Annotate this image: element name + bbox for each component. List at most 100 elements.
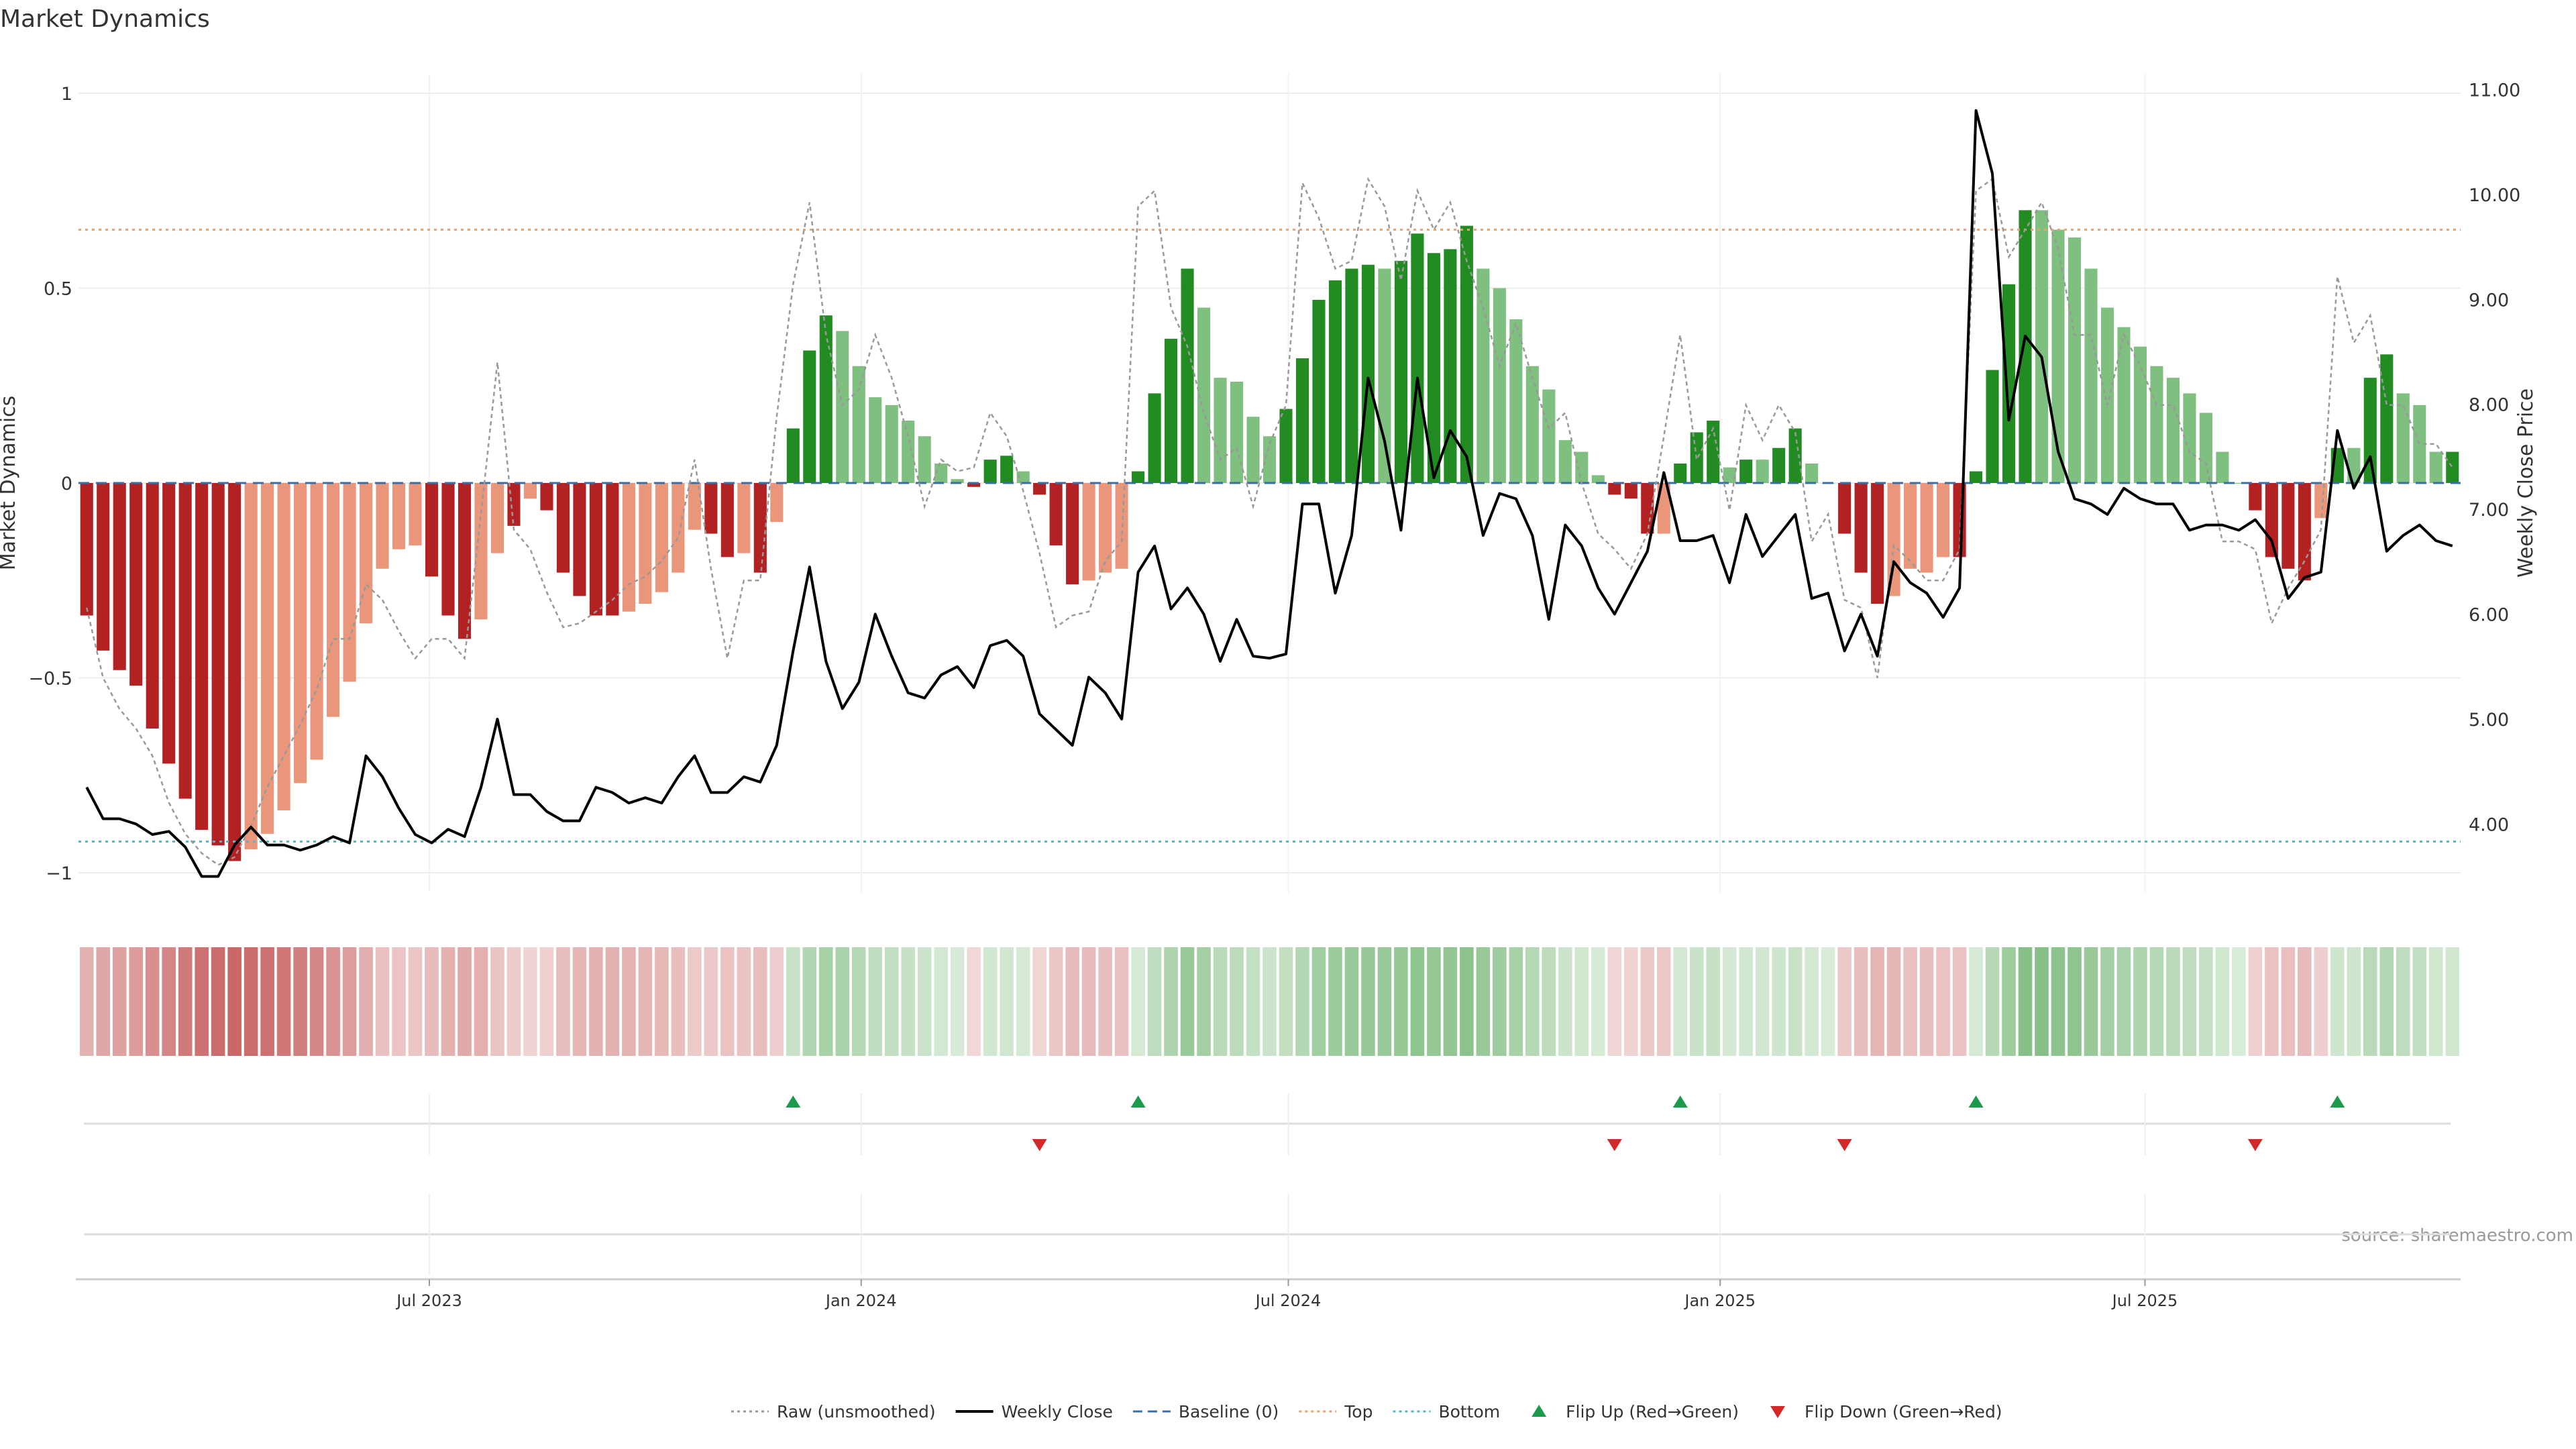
histogram-bar [360, 483, 373, 624]
heat-cell [1722, 947, 1737, 1056]
histogram-bar [2265, 483, 2278, 557]
histogram-bar [573, 483, 586, 596]
heat-cell [1739, 947, 1753, 1056]
heat-cell [523, 947, 537, 1056]
histogram-bar [1033, 483, 1046, 495]
heat-cell [2116, 947, 2131, 1056]
histogram-bar [2019, 210, 2032, 483]
heat-cell [2002, 947, 2016, 1056]
heat-cell [1558, 947, 1572, 1056]
heat-cell [1213, 947, 1228, 1056]
heat-cell [835, 947, 850, 1056]
heat-cell [1295, 947, 1309, 1056]
heat-cell [1623, 947, 1638, 1056]
histogram-bar [113, 483, 126, 670]
histogram-bar [310, 483, 323, 760]
histogram-bar [294, 483, 307, 784]
histogram-bar [2084, 268, 2098, 483]
heat-cell [1969, 947, 1983, 1056]
legend-label: Baseline (0) [1179, 1402, 1279, 1421]
heat-cell [2232, 947, 2246, 1056]
histogram-bar [869, 397, 882, 483]
right-axis-label: Weekly Close Price [2514, 388, 2538, 578]
heat-cell [293, 947, 307, 1056]
histogram-bar [1197, 307, 1211, 483]
right-tick-label: 8.00 [2469, 395, 2509, 416]
histogram-bar [277, 483, 290, 810]
histogram-bar [1378, 268, 1391, 483]
heat-cell [227, 947, 241, 1056]
heat-cell [1000, 947, 1014, 1056]
heat-cell [309, 947, 324, 1056]
histogram-bar [1082, 483, 1095, 581]
histogram-bar [2166, 378, 2180, 483]
histogram-bar [507, 483, 521, 526]
heat-cell [1197, 947, 1211, 1056]
heat-cell [2298, 947, 2312, 1056]
heat-cell [753, 947, 767, 1056]
heat-cell [195, 947, 209, 1056]
histogram-bar [1525, 366, 1539, 483]
histogram-bar [622, 483, 635, 612]
histogram-bar [2183, 393, 2196, 483]
histogram-bar [1345, 268, 1358, 483]
histogram-bar [1937, 483, 1950, 557]
histogram-bar [1854, 483, 1868, 573]
heat-cell [1311, 947, 1326, 1056]
histogram-bar [1542, 389, 1556, 483]
heat-cell [2051, 947, 2065, 1056]
histogram-bar [1165, 339, 1178, 483]
heat-cell [1886, 947, 1901, 1056]
heat-cell [1607, 947, 1622, 1056]
flip-up-marker [1672, 1095, 1688, 1108]
heat-cell [506, 947, 521, 1056]
heat-cell [1361, 947, 1375, 1056]
heat-cell [1147, 947, 1162, 1056]
heat-cell [342, 947, 357, 1056]
histogram-bar [1230, 381, 1244, 483]
histogram-bar [392, 483, 406, 549]
heat-cell [96, 947, 111, 1056]
heat-cell [1246, 947, 1260, 1056]
heat-cell [818, 947, 833, 1056]
histogram-bar [2133, 346, 2147, 483]
heat-cell [1509, 947, 1523, 1056]
heat-cell [1328, 947, 1342, 1056]
histogram-bar [1723, 467, 1736, 483]
right-tick-label: 11.00 [2469, 80, 2520, 101]
flip-down-marker [1032, 1139, 1047, 1151]
histogram-bar [1641, 483, 1654, 534]
histogram-bar [458, 483, 472, 639]
histogram-bar [1279, 409, 1293, 483]
histogram-bar [1000, 455, 1014, 483]
histogram-bar [2100, 307, 2114, 483]
right-tick-label: 4.00 [2469, 814, 2509, 835]
histogram-bar [1214, 378, 1227, 483]
heat-cell [638, 947, 653, 1056]
histogram-bar [786, 428, 800, 483]
histogram-bar [1756, 460, 1769, 483]
histogram-bar [1312, 299, 1326, 483]
histogram-bar [1970, 471, 1983, 483]
heat-cell [2068, 947, 2082, 1056]
heat-cell [1574, 947, 1589, 1056]
heat-cell [2412, 947, 2427, 1056]
histogram-bar [425, 483, 439, 577]
right-tick-label: 10.00 [2469, 185, 2520, 206]
legend-label: Raw (unsmoothed) [777, 1402, 936, 1421]
right-tick-label: 9.00 [2469, 290, 2509, 311]
heat-cell [1689, 947, 1704, 1056]
histogram-bar [2051, 229, 2065, 483]
heat-cell [1936, 947, 1950, 1056]
histogram-bar [1477, 268, 1490, 483]
histogram-bar [1066, 483, 1079, 585]
heat-cell [326, 947, 340, 1056]
heat-cell [556, 947, 570, 1056]
histogram-bar [639, 483, 652, 604]
legend-item: Weekly Close [955, 1402, 1113, 1421]
histogram-bar [1132, 471, 1145, 483]
histogram-bar [951, 479, 964, 483]
heat-cell [1788, 947, 1803, 1056]
histogram-bar [2216, 451, 2229, 483]
heat-cell [2396, 947, 2410, 1056]
